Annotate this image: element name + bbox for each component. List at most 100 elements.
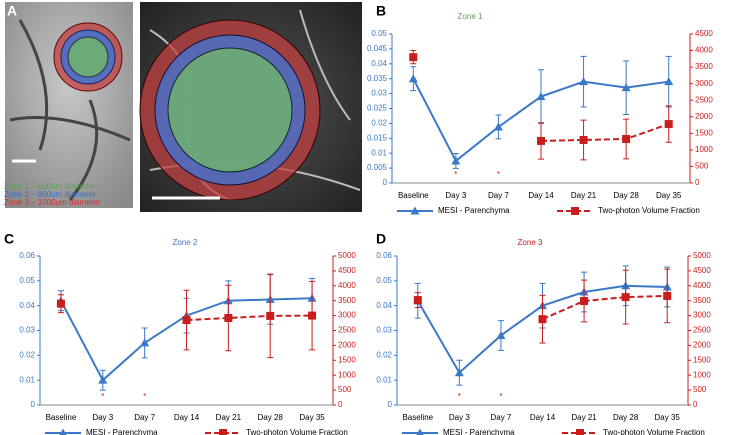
series-line xyxy=(542,294,668,321)
significance-mark: * xyxy=(499,392,502,401)
y2-tick-label: 5000 xyxy=(693,251,711,260)
legend-marker xyxy=(410,206,420,215)
x-tick-label: Day 3 xyxy=(445,191,466,200)
y-tick-label: 0 xyxy=(31,400,36,409)
y-tick-label: 0.04 xyxy=(376,301,392,310)
panel-letter: B xyxy=(376,3,386,19)
y2-tick-label: 2500 xyxy=(693,326,711,335)
point-marker xyxy=(622,134,631,143)
point-marker xyxy=(266,311,275,320)
y2-tick-label: 0 xyxy=(338,400,343,409)
point-marker xyxy=(454,368,464,377)
panel-letter: A xyxy=(7,3,17,19)
y2-tick-label: 2500 xyxy=(338,326,356,335)
point-marker xyxy=(664,77,674,86)
vessels xyxy=(9,19,131,201)
zone1-circle xyxy=(167,47,293,173)
significance-mark: * xyxy=(101,392,104,401)
y2-tick-label: 4000 xyxy=(338,281,356,290)
point-marker xyxy=(580,296,589,305)
y2-tick-label: 4500 xyxy=(338,266,356,275)
point-marker xyxy=(413,296,422,305)
point-marker xyxy=(182,316,191,325)
y2-tick-label: 1000 xyxy=(693,370,711,379)
x-tick-label: Baseline xyxy=(402,413,433,422)
point-marker xyxy=(621,293,630,302)
x-tick-label: Day 14 xyxy=(528,191,554,200)
point-marker xyxy=(224,313,233,322)
legend-label: Two-photon Volume Fraction xyxy=(603,428,705,435)
point-marker xyxy=(579,77,589,86)
y-tick-label: 0.06 xyxy=(376,251,392,260)
x-tick-label: Day 35 xyxy=(299,413,325,422)
y-tick-label: 0.03 xyxy=(376,326,392,335)
x-tick-label: Day 28 xyxy=(613,191,639,200)
point-marker xyxy=(493,122,503,131)
panel-letter: C xyxy=(4,231,14,247)
y2-tick-label: 4000 xyxy=(695,46,713,55)
x-tick-label: Day 28 xyxy=(613,413,639,422)
y2-tick-label: 1500 xyxy=(338,355,356,364)
y-tick-label: 0.01 xyxy=(371,148,387,157)
y2-tick-label: 3000 xyxy=(695,79,713,88)
panel-letter: D xyxy=(376,231,386,247)
y2-tick-label: 500 xyxy=(695,162,709,171)
significance-mark: * xyxy=(497,170,500,179)
series-line xyxy=(540,123,670,142)
zone-legend: Zone 3 – 1000um diameter xyxy=(4,198,100,207)
significance-mark: * xyxy=(458,392,461,401)
y2-tick-label: 2500 xyxy=(695,95,713,104)
y-tick-label: 0.025 xyxy=(367,104,388,113)
y-tick-label: 0.01 xyxy=(19,375,35,384)
y2-tick-label: 0 xyxy=(693,400,698,409)
x-tick-label: Day 14 xyxy=(174,413,200,422)
point-marker xyxy=(308,311,317,320)
y2-tick-label: 3000 xyxy=(693,311,711,320)
x-tick-label: Day 35 xyxy=(655,413,681,422)
y-tick-label: 0.015 xyxy=(367,133,388,142)
point-marker xyxy=(496,330,506,339)
x-tick-label: Day 7 xyxy=(490,413,511,422)
y2-tick-label: 500 xyxy=(693,385,707,394)
point-marker xyxy=(98,375,108,384)
y-tick-label: 0.035 xyxy=(367,74,388,83)
x-tick-label: Day 7 xyxy=(488,191,509,200)
y-tick-label: 0.02 xyxy=(371,119,387,128)
x-tick-label: Day 14 xyxy=(530,413,556,422)
legend-label: Two-photon Volume Fraction xyxy=(246,428,348,435)
legend-label: MESI - Parenchyma xyxy=(443,428,515,435)
legend-marker xyxy=(59,428,67,435)
legend-label: MESI - Parenchyma xyxy=(86,428,158,435)
zone-legend: Zone 2 – 800um diameter xyxy=(4,190,96,199)
y2-tick-label: 2000 xyxy=(695,112,713,121)
legend-label: MESI - Parenchyma xyxy=(438,206,510,215)
y2-tick-label: 1000 xyxy=(338,370,356,379)
y-tick-label: 0.02 xyxy=(376,350,392,359)
x-tick-label: Day 21 xyxy=(571,191,597,200)
y2-tick-label: 2000 xyxy=(338,341,356,350)
x-tick-label: Day 28 xyxy=(258,413,284,422)
point-marker xyxy=(621,83,631,92)
point-marker xyxy=(664,120,673,129)
x-tick-label: Baseline xyxy=(46,413,77,422)
x-tick-label: Day 3 xyxy=(449,413,470,422)
y2-tick-label: 1500 xyxy=(693,355,711,364)
x-tick-label: Day 35 xyxy=(656,191,682,200)
point-marker xyxy=(56,299,65,308)
point-marker xyxy=(663,291,672,300)
y-tick-label: 0.05 xyxy=(376,276,392,285)
y-tick-label: 0 xyxy=(388,400,393,409)
chart: C Zone 2 0 0.01 0.02 0.03 0.04 0.05 0.06 0 500 1000… xyxy=(4,231,356,435)
significance-mark: * xyxy=(454,170,457,179)
y2-tick-label: 3500 xyxy=(693,296,711,305)
legend-marker xyxy=(571,207,579,215)
x-tick-label: Day 7 xyxy=(134,413,155,422)
x-tick-label: Day 21 xyxy=(216,413,242,422)
y-tick-label: 0.05 xyxy=(371,29,387,38)
point-marker xyxy=(536,92,546,101)
y2-tick-label: 3500 xyxy=(338,296,356,305)
legend-marker xyxy=(416,428,424,435)
point-marker xyxy=(140,338,150,347)
